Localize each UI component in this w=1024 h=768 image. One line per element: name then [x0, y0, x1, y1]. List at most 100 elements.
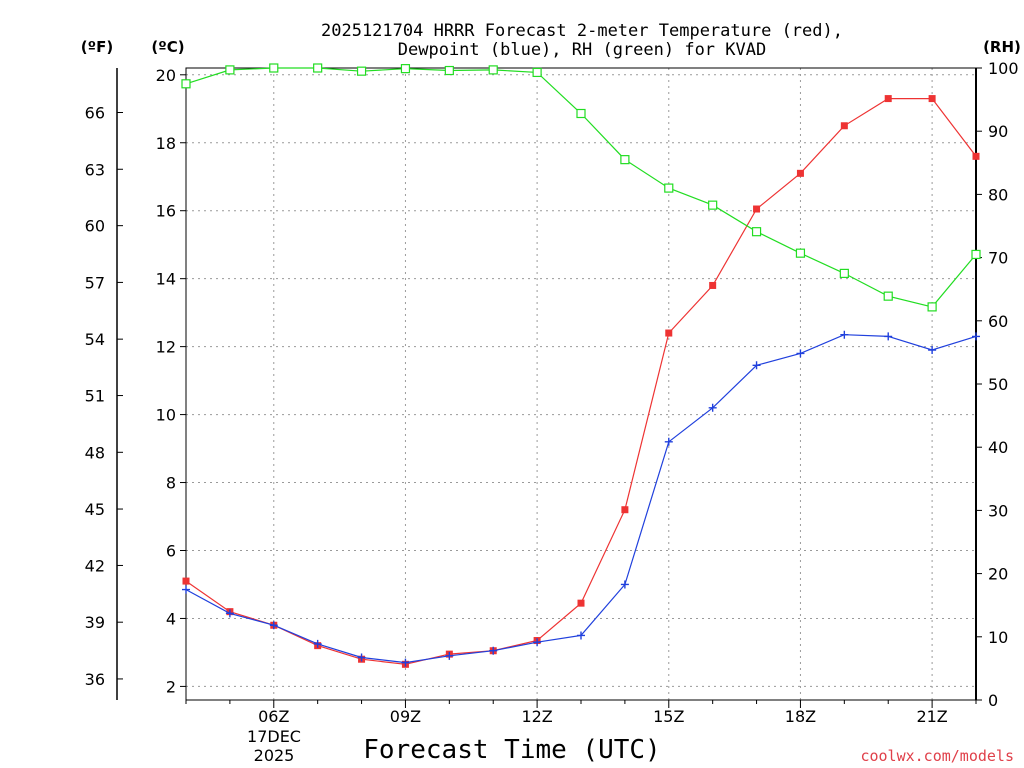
- data-point-dewpoint: [708, 403, 717, 412]
- data-point-rh: [225, 65, 235, 75]
- data-point-dewpoint: [620, 580, 629, 589]
- series-dewpoint: [182, 330, 980, 667]
- data-point-temperature: [621, 506, 629, 514]
- time-tick-label: 09Z: [390, 707, 421, 726]
- data-point-dewpoint: [664, 437, 673, 446]
- chart-title-line1: 2025121704 HRRR Forecast 2-meter Tempera…: [321, 21, 843, 41]
- data-point-temperature: [884, 95, 892, 103]
- data-point-rh: [620, 155, 630, 165]
- time-tick-label: 12Z: [521, 707, 552, 726]
- fahrenheit-tick-label: 51: [85, 387, 105, 406]
- data-point-dewpoint: [269, 621, 278, 630]
- rh-tick-label: 70: [988, 249, 1008, 268]
- rh-tick-label: 90: [988, 122, 1008, 141]
- data-point-dewpoint: [533, 638, 542, 647]
- celsius-tick-label: 6: [166, 541, 176, 560]
- celsius-tick-label: 14: [156, 270, 176, 289]
- data-point-dewpoint: [928, 346, 937, 355]
- time-tick-label: 18Z: [785, 707, 816, 726]
- data-point-rh: [971, 249, 981, 260]
- time-tick-label: 15Z: [653, 707, 684, 726]
- rh-tick-label: 50: [988, 375, 1008, 394]
- celsius-tick-label: 12: [156, 338, 176, 357]
- rh-tick-label: 30: [988, 501, 1008, 520]
- fahrenheit-tick-label: 60: [85, 217, 105, 236]
- x-axis-title: Forecast Time (UTC): [363, 735, 660, 765]
- fahrenheit-tick-label: 63: [85, 160, 105, 179]
- data-point-dewpoint: [489, 646, 498, 655]
- data-point-dewpoint: [182, 585, 190, 594]
- rh-axis: 0 10 20 30 40 50 60 70 80 90 100: [976, 59, 1019, 710]
- celsius-tick-label: 10: [156, 406, 176, 425]
- celsius-axis: 2 4 6 8 10 12 14 16 18 20: [156, 66, 186, 696]
- data-point-temperature: [796, 169, 804, 177]
- data-point-dewpoint: [225, 609, 234, 618]
- chart-title-line2: Dewpoint (blue), RH (green) for KVAD: [398, 40, 766, 60]
- data-point-temperature: [665, 329, 673, 337]
- celsius-tick-label: 2: [166, 677, 176, 696]
- rh-axis-unit: (RH): [983, 38, 1021, 56]
- data-point-rh: [883, 291, 893, 301]
- data-point-rh: [795, 248, 806, 258]
- time-tick-label: 06Z: [258, 707, 289, 726]
- data-point-dewpoint: [577, 631, 585, 640]
- data-point-rh: [927, 302, 937, 312]
- data-point-dewpoint: [840, 330, 849, 339]
- fahrenheit-axis-unit: (ºF): [81, 38, 113, 56]
- celsius-tick-label: 20: [156, 66, 176, 85]
- fahrenheit-tick-label: 66: [85, 104, 105, 123]
- data-point-dewpoint: [884, 332, 893, 341]
- series-line-temperature: [185, 97, 977, 665]
- data-point-rh: [532, 67, 542, 78]
- data-point-dewpoint: [972, 332, 980, 341]
- data-point-dewpoint: [401, 658, 410, 667]
- data-point-temperature: [753, 205, 761, 213]
- data-point-rh: [400, 64, 411, 74]
- fahrenheit-tick-label: 57: [85, 273, 105, 292]
- data-point-rh: [356, 66, 367, 76]
- data-point-dewpoint: [796, 349, 805, 358]
- fahrenheit-tick-label: 42: [85, 556, 105, 575]
- celsius-tick-label: 16: [156, 202, 176, 221]
- fahrenheit-tick-label: 45: [85, 500, 105, 519]
- data-point-dewpoint: [752, 361, 761, 370]
- data-point-temperature: [577, 599, 585, 607]
- data-point-temperature: [182, 577, 190, 585]
- fahrenheit-tick-label: 39: [85, 613, 105, 632]
- rh-tick-label: 100: [988, 59, 1019, 78]
- rh-tick-label: 80: [988, 185, 1008, 204]
- series-line-rh: [185, 67, 977, 308]
- data-point-rh: [708, 200, 718, 210]
- celsius-tick-label: 18: [156, 134, 176, 153]
- date-label-year: 2025: [254, 746, 295, 765]
- data-point-rh: [751, 227, 762, 237]
- rh-tick-label: 20: [988, 565, 1008, 584]
- celsius-tick-label: 8: [166, 474, 176, 493]
- rh-tick-label: 0: [988, 691, 998, 710]
- series-temperature: [182, 95, 980, 668]
- rh-tick-label: 60: [988, 312, 1008, 331]
- celsius-tick-label: 4: [166, 609, 176, 628]
- series-rh: [181, 63, 981, 312]
- data-point-rh: [664, 183, 674, 193]
- data-point-temperature: [840, 122, 848, 130]
- rh-tick-label: 10: [988, 628, 1008, 647]
- data-point-temperature: [972, 152, 980, 160]
- fahrenheit-axis: 36 39 42 45 48 51 54 57 60 63 66: [85, 104, 123, 689]
- fahrenheit-tick-label: 48: [85, 443, 105, 462]
- data-point-rh: [181, 79, 191, 89]
- rh-tick-label: 40: [988, 438, 1008, 457]
- time-axis: 06Z 09Z 12Z 15Z 18Z 21Z: [185, 700, 977, 726]
- data-point-rh: [313, 63, 323, 73]
- data-point-rh: [576, 108, 586, 119]
- fahrenheit-tick-label: 54: [85, 330, 105, 349]
- data-point-rh: [488, 65, 498, 75]
- data-point-temperature: [709, 281, 717, 289]
- data-point-dewpoint: [313, 639, 322, 648]
- data-point-temperature: [928, 95, 936, 103]
- data-point-rh: [269, 63, 279, 73]
- date-label-day: 17DEC: [247, 727, 301, 746]
- time-tick-label: 21Z: [916, 707, 947, 726]
- data-point-rh: [839, 268, 849, 278]
